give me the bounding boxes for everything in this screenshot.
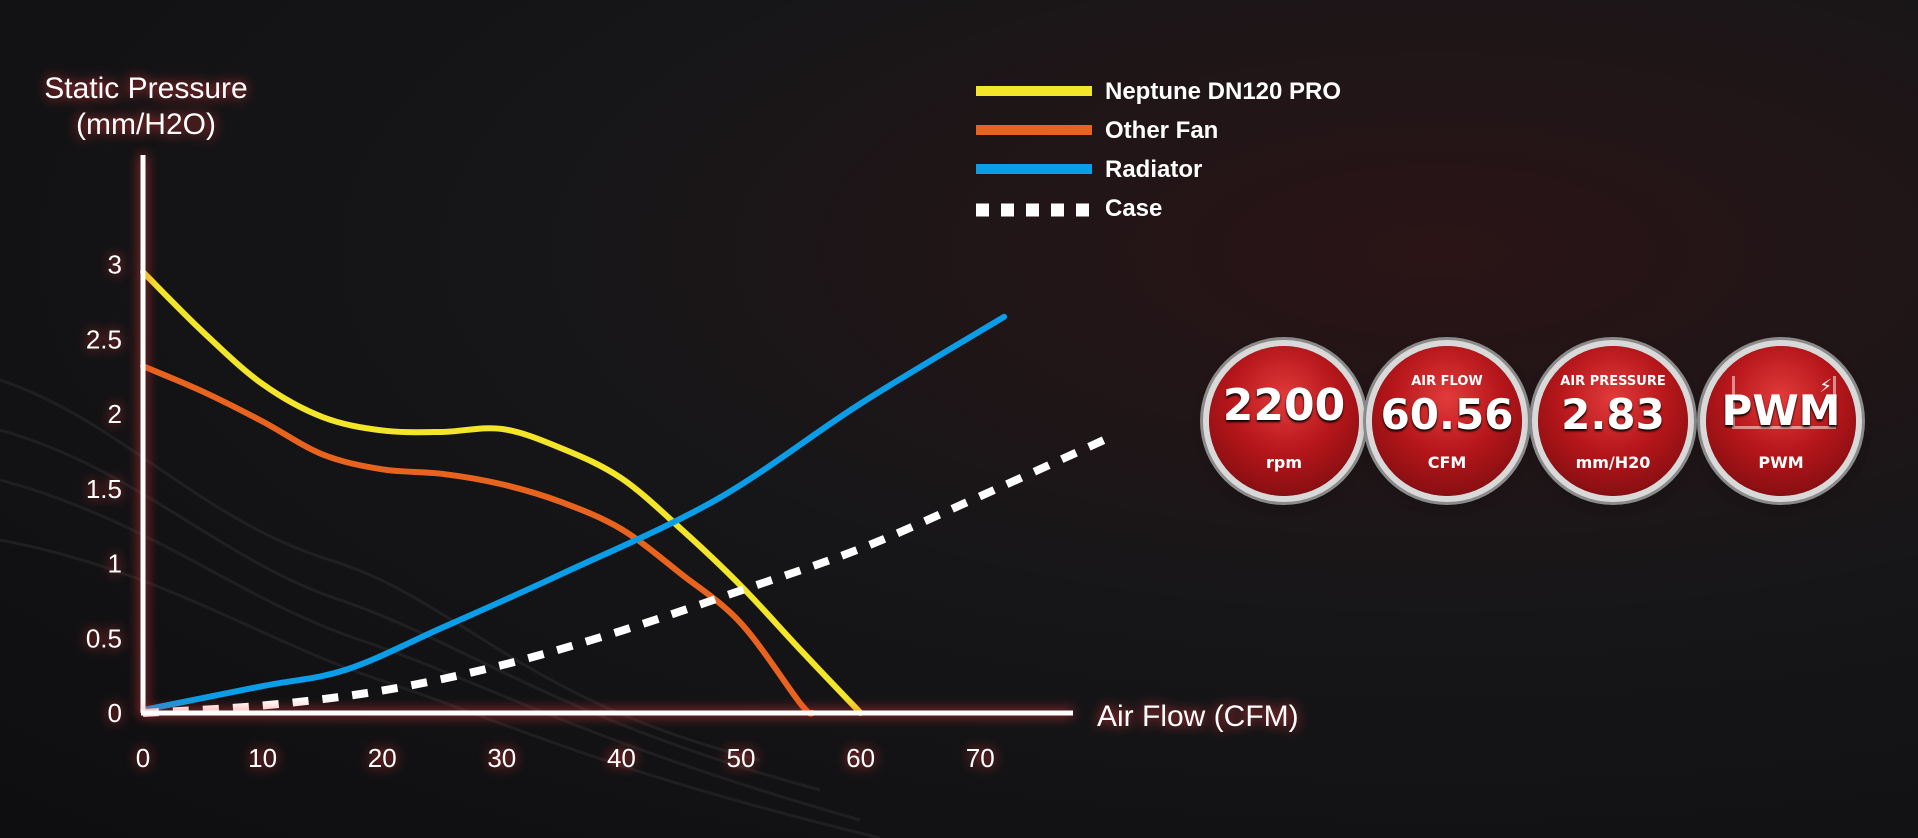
lightning-icon: ⚡: [1819, 376, 1832, 397]
x-tick-label: 40: [607, 743, 636, 773]
pwm-value: PWM: [1721, 386, 1841, 435]
pwm-badge: ⚡ PWM PWM: [1706, 346, 1856, 496]
y-tick-label: 1: [108, 549, 122, 579]
y-tick-label: 2: [108, 399, 122, 429]
airflow-unit: CFM: [1427, 453, 1467, 472]
y-axis-title-line1: Static Pressure: [44, 72, 247, 105]
air-pressure-label: AIR PRESSURE: [1560, 374, 1666, 389]
legend-label: Case: [1105, 195, 1162, 222]
legend-label: Neptune DN120 PRO: [1105, 78, 1341, 105]
plot-area: [140, 268, 1114, 717]
series-line-4: [142, 432, 1114, 717]
y-axis-title-line2: (mm/H2O): [76, 108, 216, 141]
rpm-unit: rpm: [1265, 453, 1302, 472]
axis-ticks: 0 10 20 30 40 50 60 70 0 0.5 1 1.5 2 2.5 3: [86, 250, 995, 774]
y-tick-label: 1.5: [86, 474, 122, 504]
pwm-unit: PWM: [1758, 453, 1804, 472]
x-tick-label: 50: [727, 743, 756, 773]
rpm-badge: 2200 rpm: [1209, 346, 1359, 496]
y-tick-label: 3: [108, 250, 122, 280]
x-axis-title: Air Flow (CFM): [1097, 700, 1299, 733]
air-pressure-unit: mm/H20: [1575, 453, 1651, 472]
x-tick-label: 0: [136, 743, 150, 773]
airflow-badge: AIR FLOW 60.56 CFM: [1372, 346, 1522, 496]
series-line-2: [140, 363, 816, 717]
pwm-signal-icon: [1732, 376, 1836, 429]
x-tick-label: 30: [487, 743, 516, 773]
air-pressure-badge: AIR PRESSURE 2.83 mm/H20: [1538, 346, 1688, 496]
rpm-value: 2200: [1222, 380, 1346, 431]
series-line-1: [140, 268, 864, 716]
airflow-label: AIR FLOW: [1411, 374, 1483, 389]
x-tick-label: 70: [966, 743, 995, 773]
y-tick-label: 0: [108, 698, 122, 728]
series-line-3: [140, 313, 1008, 714]
legend-label: Radiator: [1105, 156, 1202, 183]
legend: Neptune DN120 PRO Other Fan Radiator Case: [976, 78, 1341, 222]
x-tick-label: 10: [248, 743, 277, 773]
x-tick-label: 20: [368, 743, 397, 773]
x-tick-label: 60: [846, 743, 875, 773]
y-tick-label: 2.5: [86, 324, 122, 354]
y-tick-label: 0.5: [86, 623, 122, 653]
airflow-value: 60.56: [1380, 390, 1514, 439]
legend-label: Other Fan: [1105, 117, 1218, 144]
air-pressure-value: 2.83: [1561, 390, 1665, 439]
